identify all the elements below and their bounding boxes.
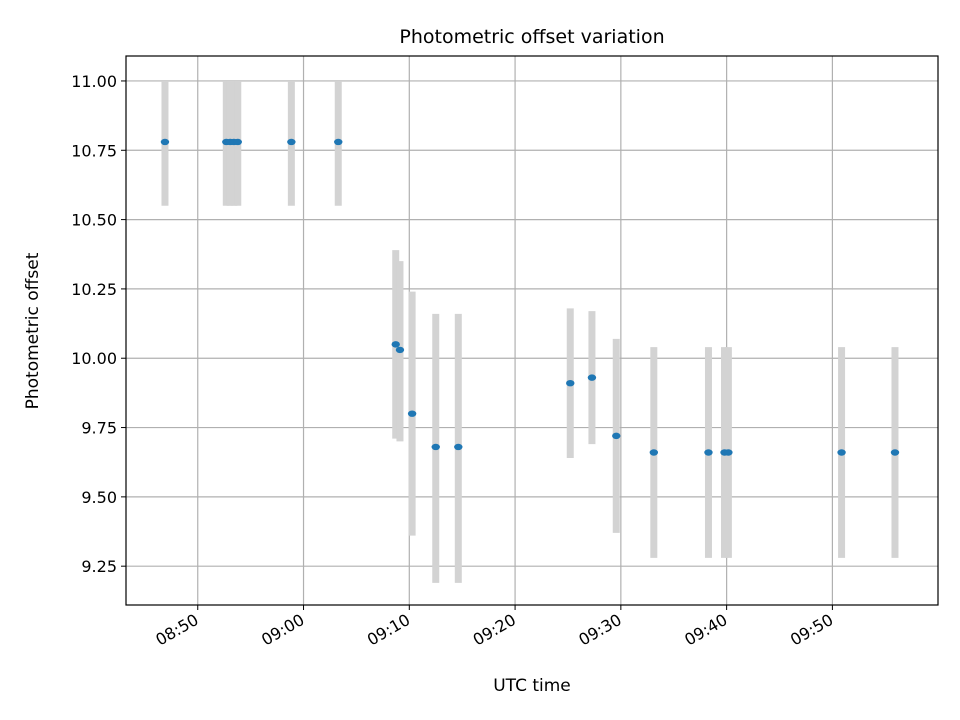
x-tick-label: 09:10 <box>364 610 413 650</box>
data-point <box>407 410 417 417</box>
data-point <box>395 346 405 354</box>
x-tick-label: 09:00 <box>258 610 307 650</box>
data-point <box>724 449 733 456</box>
y-tick-label: 11.00 <box>71 72 117 91</box>
y-tick-label: 10.75 <box>71 141 117 160</box>
errorbars <box>161 80 899 583</box>
x-tick-label: 09:30 <box>575 610 624 650</box>
x-tick-label: 08:50 <box>152 610 201 650</box>
y-tick-label: 10.25 <box>71 280 117 299</box>
x-tick-label: 09:50 <box>787 610 836 650</box>
y-tick-label: 9.75 <box>81 419 117 438</box>
y-tick-label: 10.00 <box>71 349 117 368</box>
data-point <box>431 443 440 451</box>
y-axis-label: Photometric offset <box>23 252 43 409</box>
y-axis: 9.25 9.50 9.75 10.00 10.25 10.50 10.75 11.00 <box>71 72 126 576</box>
data-point <box>287 138 296 146</box>
data-point <box>334 138 343 146</box>
plot-area <box>125 55 939 606</box>
data-point <box>649 449 659 456</box>
data-point <box>890 449 900 456</box>
y-tick-label: 10.50 <box>71 211 117 230</box>
y-tick-label: 9.25 <box>81 557 117 576</box>
chart-title: Photometric offset variation <box>399 26 664 48</box>
data-point <box>587 374 597 381</box>
data-point <box>704 449 713 456</box>
y-tick-label: 9.50 <box>81 488 117 507</box>
x-axis-label: UTC time <box>493 676 571 696</box>
data-point <box>160 138 170 146</box>
grid <box>126 56 938 605</box>
data-point <box>233 138 242 146</box>
data-point <box>454 443 463 451</box>
x-axis: 08:50 09:00 09:10 09:20 09:30 09:40 09:50 <box>152 605 836 650</box>
x-tick-label: 09:20 <box>470 610 519 650</box>
x-tick-label: 09:40 <box>681 610 730 650</box>
data-point <box>566 379 575 387</box>
data-point <box>612 432 621 440</box>
data-points <box>160 138 900 456</box>
data-point <box>391 341 400 348</box>
data-point <box>837 449 846 456</box>
